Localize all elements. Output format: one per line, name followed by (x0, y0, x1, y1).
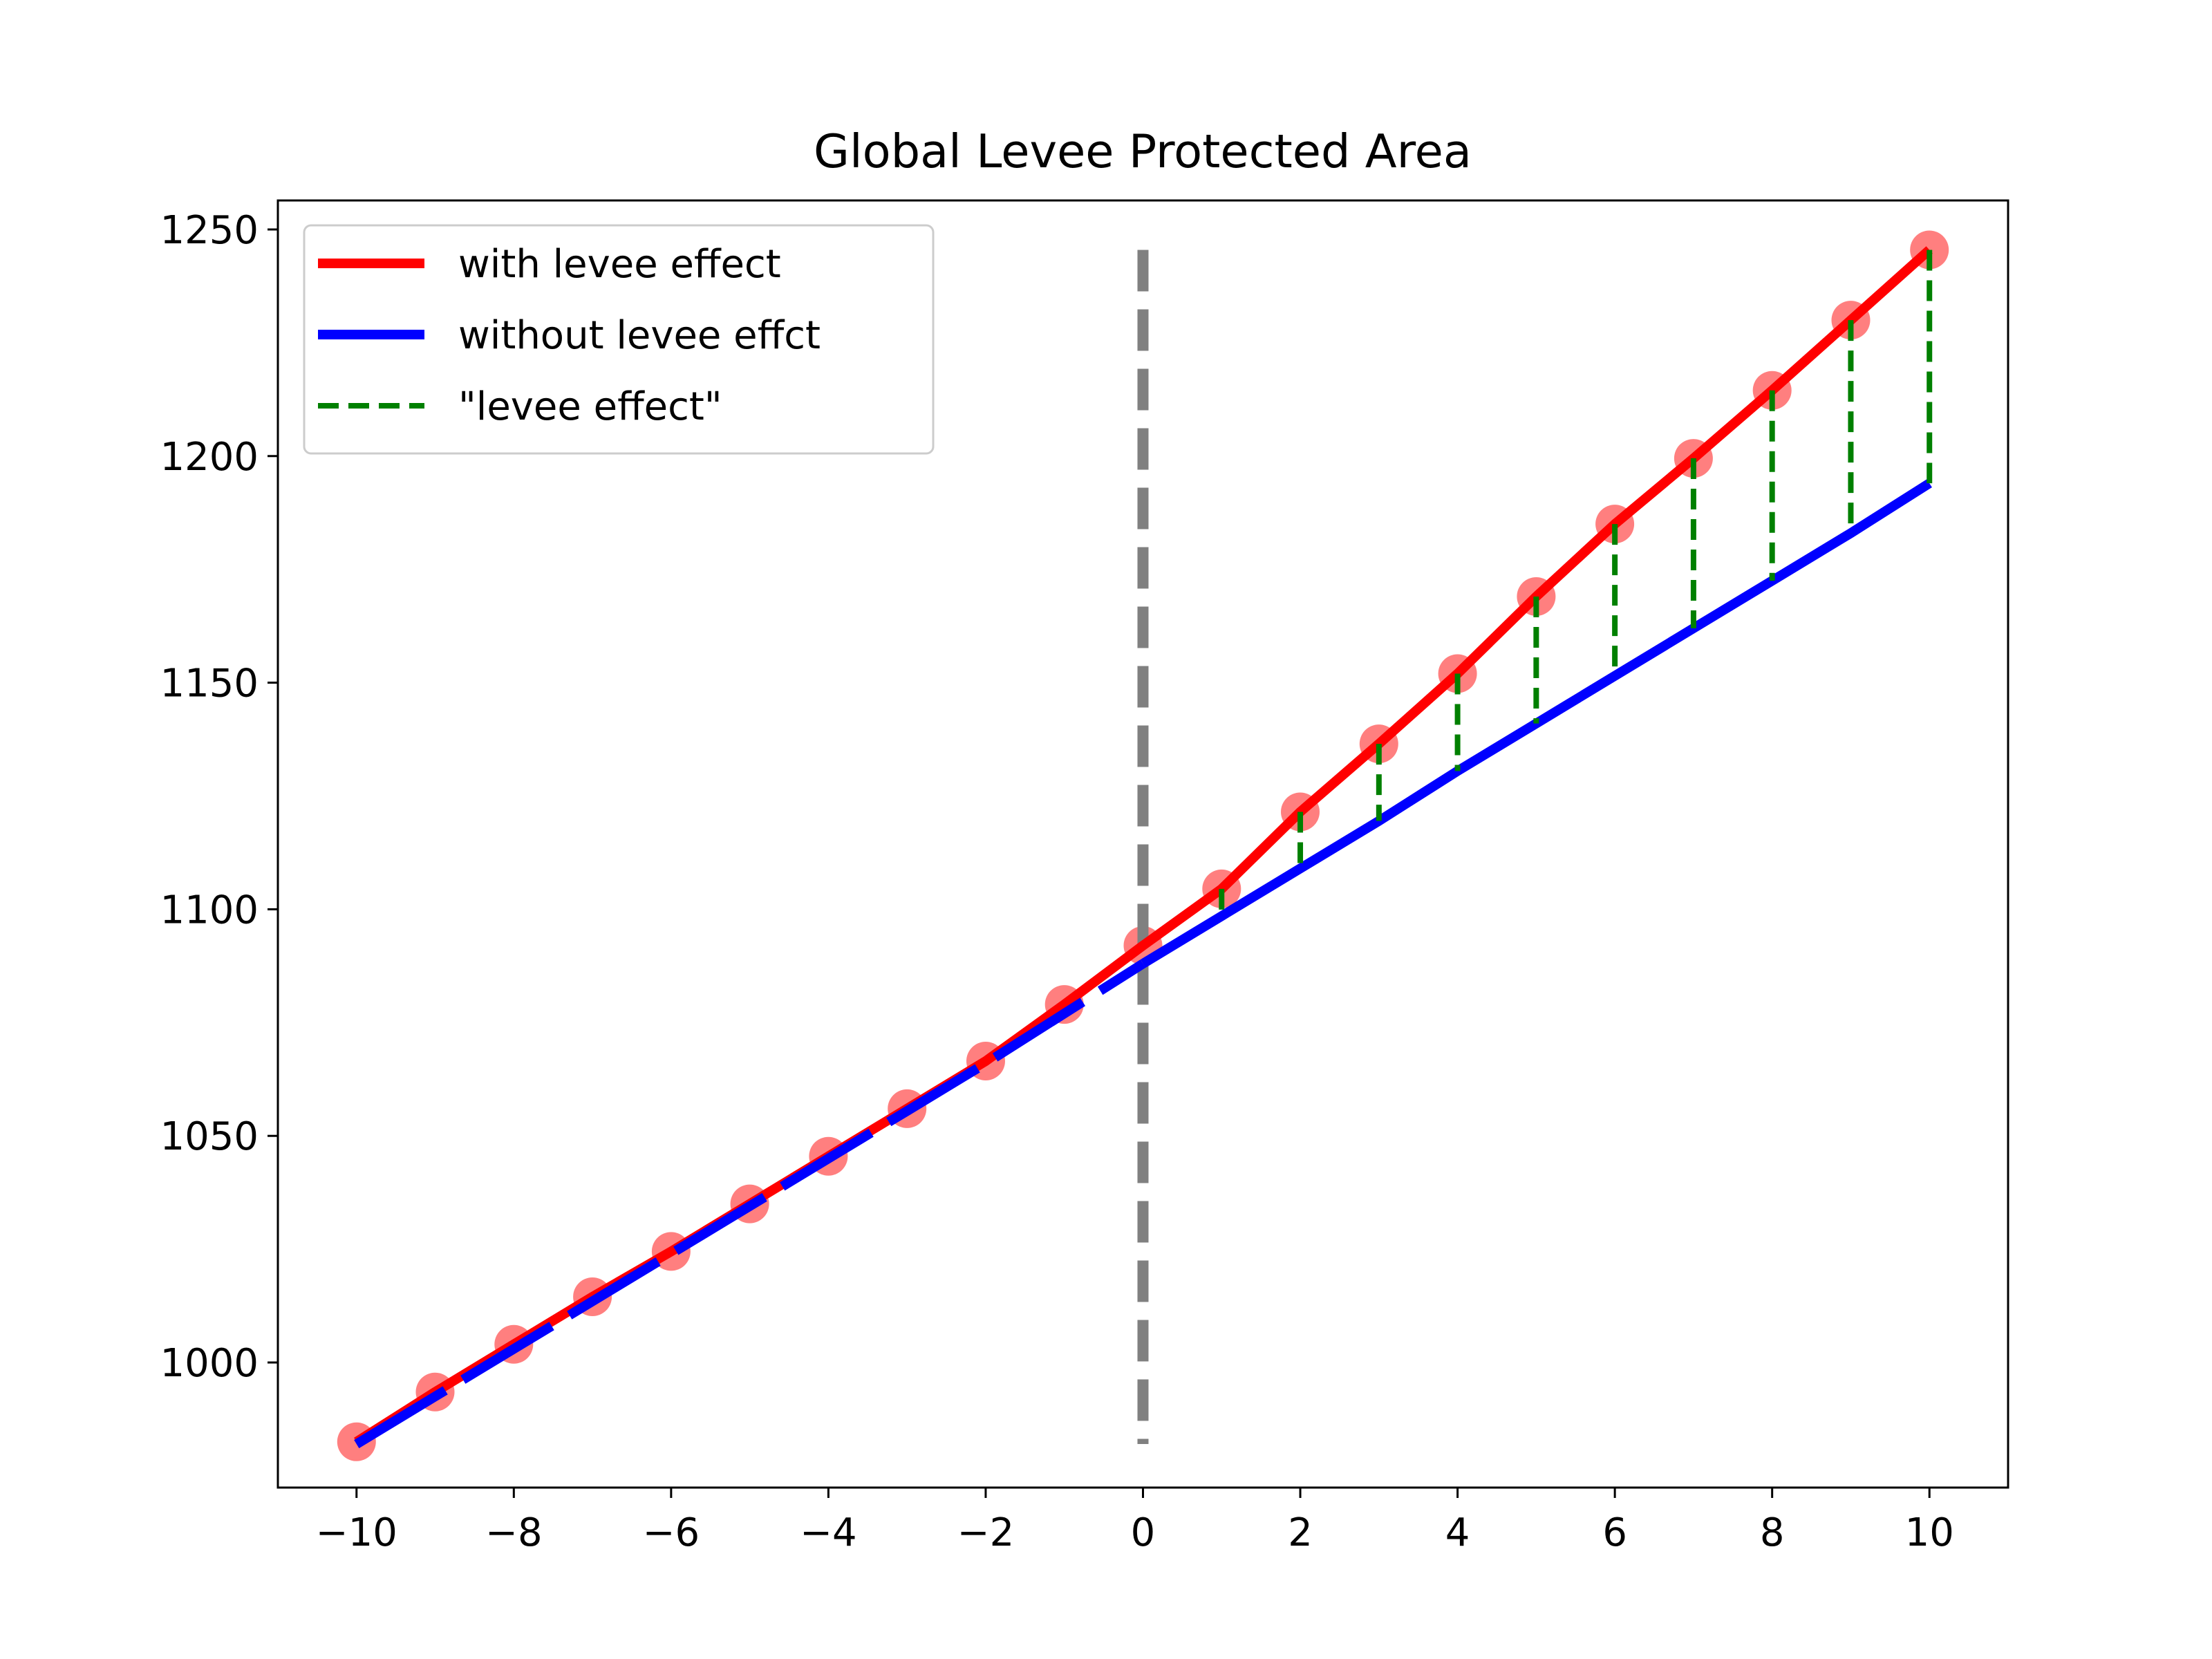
legend-entry-levee-effect-label: "levee effect" (458, 384, 722, 429)
series-line-without-levee-effect-left (354, 959, 1146, 1449)
legend-box (303, 224, 935, 455)
x-tick-label: 4 (1445, 1510, 1470, 1555)
x-tick-label: 10 (1905, 1510, 1954, 1555)
y-tick-label: 1000 (160, 1341, 259, 1386)
y-tick-label: 1100 (160, 888, 259, 932)
x-tick-label: −4 (800, 1510, 857, 1555)
x-tick-label: −8 (485, 1510, 543, 1555)
x-tick-label: 8 (1760, 1510, 1785, 1555)
legend: with levee effect without levee effct "lev… (303, 224, 935, 455)
axes-layer: −10 −8 −6 −4 −2 0 2 4 6 8 10 1000 1050 1100 1150 1200 12… (160, 199, 2009, 1555)
legend-entry-with-levee-effect-label: with levee effect (458, 242, 781, 287)
legend-entry-without-levee-effect-label: without levee effct (458, 313, 821, 358)
x-tick-label: −2 (957, 1510, 1015, 1555)
y-tick-label: 1200 (160, 435, 259, 480)
plot-layer (337, 230, 1949, 1461)
y-tick-label: 1150 (160, 662, 259, 706)
x-tick-label: 0 (1131, 1510, 1156, 1555)
x-tick-label: 2 (1288, 1510, 1313, 1555)
y-tick-label: 1050 (160, 1114, 259, 1159)
x-tick-label: 6 (1602, 1510, 1627, 1555)
y-tick-label: 1250 (160, 208, 259, 253)
x-tick-label: −6 (643, 1510, 700, 1555)
x-tick-label: −10 (316, 1510, 397, 1555)
chart-title: Global Levee Protected Area (814, 124, 1472, 178)
